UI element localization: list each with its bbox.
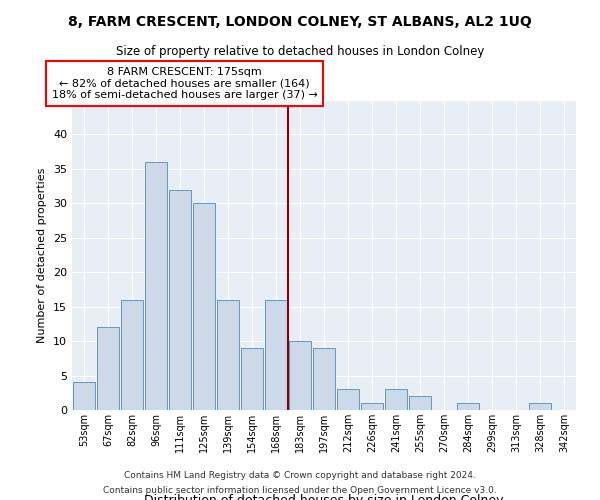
- Y-axis label: Number of detached properties: Number of detached properties: [37, 168, 47, 342]
- Bar: [121, 300, 143, 410]
- Bar: [97, 328, 119, 410]
- Bar: [169, 190, 191, 410]
- Bar: [193, 204, 215, 410]
- Bar: [313, 348, 335, 410]
- Bar: [457, 403, 479, 410]
- Bar: [265, 300, 287, 410]
- X-axis label: Distribution of detached houses by size in London Colney: Distribution of detached houses by size …: [144, 494, 504, 500]
- Bar: [145, 162, 167, 410]
- Bar: [337, 390, 359, 410]
- Bar: [289, 341, 311, 410]
- Text: 8 FARM CRESCENT: 175sqm
← 82% of detached houses are smaller (164)
18% of semi-d: 8 FARM CRESCENT: 175sqm ← 82% of detache…: [52, 67, 318, 100]
- Text: Size of property relative to detached houses in London Colney: Size of property relative to detached ho…: [116, 45, 484, 58]
- Bar: [361, 403, 383, 410]
- Text: Contains public sector information licensed under the Open Government Licence v3: Contains public sector information licen…: [103, 486, 497, 495]
- Bar: [73, 382, 95, 410]
- Text: Contains HM Land Registry data © Crown copyright and database right 2024.: Contains HM Land Registry data © Crown c…: [124, 471, 476, 480]
- Bar: [529, 403, 551, 410]
- Text: 8, FARM CRESCENT, LONDON COLNEY, ST ALBANS, AL2 1UQ: 8, FARM CRESCENT, LONDON COLNEY, ST ALBA…: [68, 15, 532, 29]
- Bar: [385, 390, 407, 410]
- Bar: [241, 348, 263, 410]
- Bar: [409, 396, 431, 410]
- Bar: [217, 300, 239, 410]
